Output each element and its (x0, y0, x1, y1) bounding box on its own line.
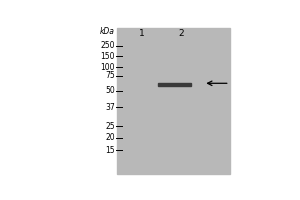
Text: 75: 75 (105, 71, 115, 80)
Text: kDa: kDa (100, 27, 115, 36)
Text: 15: 15 (105, 146, 115, 155)
Bar (117, 28, 230, 174)
Bar (158, 83, 191, 86)
Text: 50: 50 (105, 86, 115, 95)
Text: 20: 20 (105, 133, 115, 142)
Text: 150: 150 (100, 52, 115, 61)
Text: 250: 250 (100, 41, 115, 50)
Text: 2: 2 (178, 29, 184, 38)
Text: 25: 25 (105, 122, 115, 131)
Text: 37: 37 (105, 103, 115, 112)
Text: 1: 1 (139, 29, 145, 38)
Text: 100: 100 (100, 63, 115, 72)
